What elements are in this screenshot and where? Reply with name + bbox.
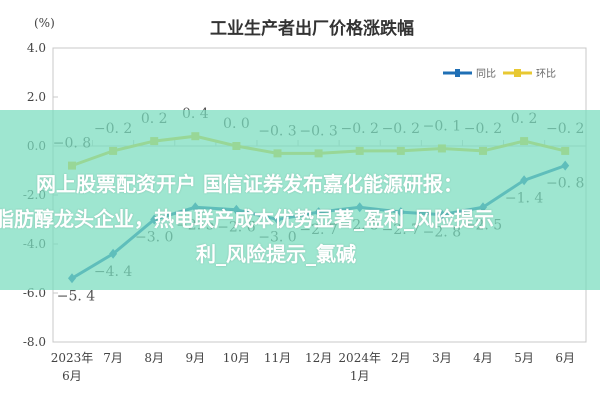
y-tick-label: -8.0: [23, 335, 46, 349]
data-point: [273, 214, 282, 225]
data-label-yoy: −2. 8: [423, 225, 461, 241]
x-tick-label: 4月: [473, 351, 493, 365]
data-point: [191, 132, 200, 141]
data-label-mom: −0. 2: [464, 121, 502, 137]
x-tick-label: 10月: [223, 351, 250, 365]
data-point: [396, 146, 405, 155]
x-tick-label: 6月: [62, 369, 82, 383]
data-label-yoy: −2. 5: [176, 217, 214, 233]
x-tick-label: 2023年: [51, 351, 94, 365]
data-point: [355, 202, 364, 213]
data-label-yoy: −1. 4: [505, 190, 544, 206]
data-point: [109, 146, 118, 155]
data-label-yoy: −2. 6: [217, 220, 256, 236]
y-tick-label: 0.0: [27, 139, 46, 153]
x-tick-label: 9月: [185, 351, 205, 365]
data-point: [68, 161, 76, 170]
x-axis: 2023年 6月 7月 8月 9月 10月 11月 12月 2024年 1月 2月 3月 4月 5月 6月: [51, 351, 575, 383]
data-label-yoy: −2. 7: [382, 222, 420, 238]
y-tick-label: 2.0: [27, 90, 46, 104]
legend-label-mom: 环比: [536, 68, 556, 80]
data-label-mom: −0. 2: [340, 121, 378, 137]
x-tick-label: 11月: [264, 351, 291, 365]
data-label-yoy: −3. 0: [258, 230, 296, 246]
y-tick-label: 4.0: [27, 41, 46, 55]
data-point: [191, 202, 200, 213]
y-axis-unit: (%): [34, 16, 55, 30]
data-label-mom: −0. 8: [53, 136, 91, 152]
data-label-yoy: −2. 7: [299, 222, 337, 238]
data-labels: −0. 8−0. 20. 2 0. 40. 0 −0. 3 −0. 3 −0. 2 −0.…: [53, 106, 585, 304]
data-point: [437, 144, 446, 153]
x-tick-label: 8月: [144, 351, 164, 365]
legend-item-yoy: 同比: [443, 68, 496, 80]
data-label-mom: −0. 2: [94, 121, 132, 137]
legend: 同比 环比: [443, 68, 556, 80]
x-tick-label: 5月: [514, 351, 534, 365]
data-point: [355, 146, 364, 155]
data-point: [273, 149, 282, 158]
legend-label-yoy: 同比: [476, 68, 496, 80]
data-label-yoy: −5. 4: [57, 288, 96, 304]
y-tick-label: -4.0: [23, 237, 46, 251]
data-point: [561, 160, 570, 171]
x-tick-label: 2月: [391, 351, 411, 365]
legend-item-mom: 环比: [503, 68, 556, 80]
data-point: [150, 137, 159, 146]
data-point: [232, 204, 241, 215]
data-label-mom: 0. 0: [223, 116, 250, 132]
x-tick-label: 7月: [103, 351, 123, 365]
data-label-yoy: −2. 5: [340, 217, 378, 233]
data-label-mom: 0. 4: [182, 106, 209, 122]
data-label-yoy: −2. 5: [464, 217, 502, 233]
data-label-yoy: −0. 8: [546, 176, 584, 192]
x-tick-label: 1月: [350, 369, 370, 383]
square-marker-icon: [514, 69, 521, 77]
diamond-marker-icon: [455, 69, 460, 77]
data-point: [68, 273, 76, 284]
data-label-mom: 0. 2: [511, 111, 538, 127]
y-tick-label: -6.0: [23, 286, 46, 300]
y-tick-label: -2.0: [23, 188, 46, 202]
data-label-yoy: −4. 4: [94, 264, 133, 280]
data-label-mom: −0. 3: [299, 123, 337, 139]
x-tick-label: 3月: [432, 351, 452, 365]
x-tick-label: 12月: [305, 351, 332, 365]
data-label-mom: −0. 2: [382, 121, 420, 137]
data-point: [561, 146, 570, 155]
data-point: [232, 142, 241, 150]
data-point: [314, 149, 323, 158]
data-point: [396, 207, 405, 218]
chart-title: 工业生产者出厂价格涨跌幅: [210, 18, 414, 39]
x-tick-label: 2024年: [338, 351, 381, 365]
data-point: [479, 146, 487, 155]
data-point: [520, 137, 529, 146]
data-label-mom: −0. 3: [258, 123, 296, 139]
data-label-mom: −0. 2: [546, 121, 584, 137]
data-point: [314, 207, 323, 218]
x-tick-label: 6月: [555, 351, 575, 365]
data-label-mom: 0. 2: [141, 111, 168, 127]
data-point: [437, 209, 446, 220]
data-label-mom: −0. 1: [423, 118, 461, 134]
data-label-yoy: −3. 0: [135, 230, 173, 246]
